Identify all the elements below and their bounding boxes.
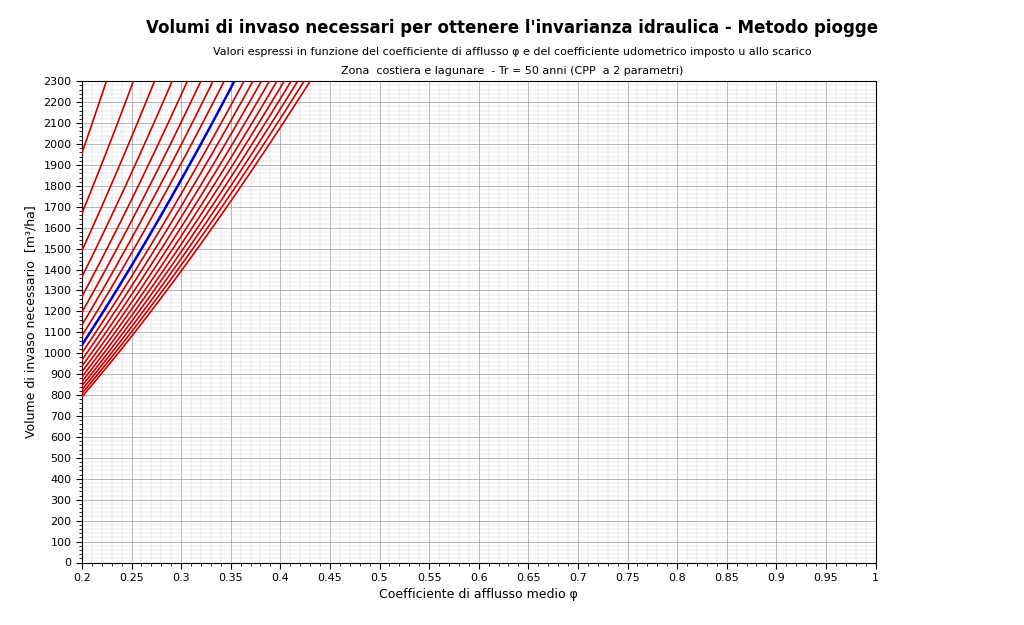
- Text: Valori espressi in funzione del coefficiente di afflusso φ e del coefficiente ud: Valori espressi in funzione del coeffici…: [213, 47, 811, 57]
- Y-axis label: Volume di invaso necessario  [m³/ha]: Volume di invaso necessario [m³/ha]: [25, 206, 38, 438]
- Text: Volumi di invaso necessari per ottenere l'invarianza idraulica - Metodo piogge: Volumi di invaso necessari per ottenere …: [146, 19, 878, 37]
- X-axis label: Coefficiente di afflusso medio φ: Coefficiente di afflusso medio φ: [379, 589, 579, 601]
- Text: Zona  costiera e lagunare  - Tr = 50 anni (CPP  a 2 parametri): Zona costiera e lagunare - Tr = 50 anni …: [341, 66, 683, 76]
